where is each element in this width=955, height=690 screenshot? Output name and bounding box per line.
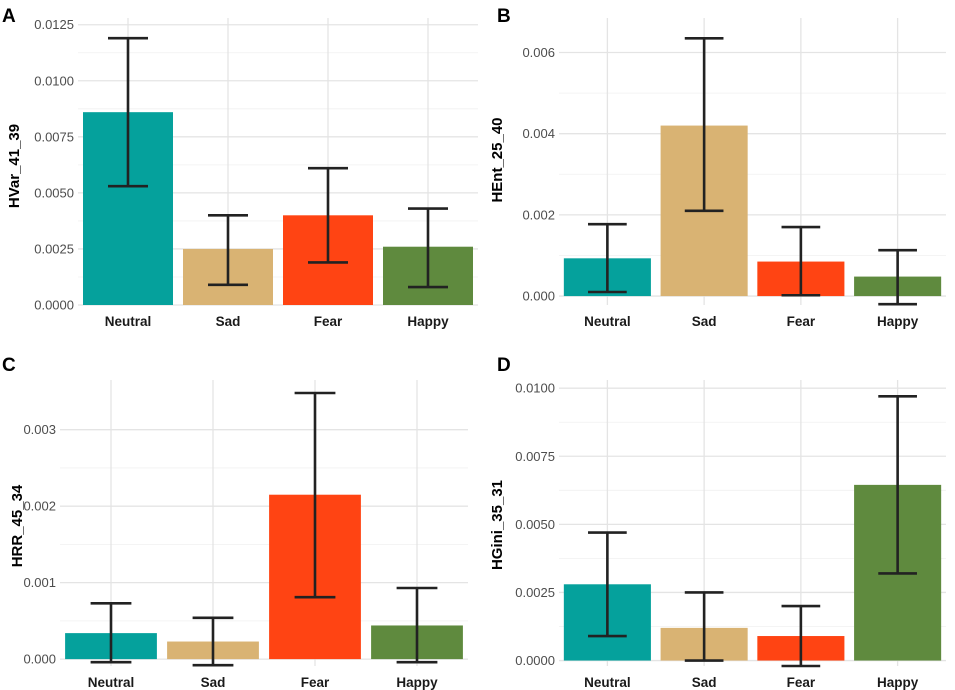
y-axis-label-d: HGini_35_31 (489, 480, 506, 570)
panel-d-y-tick-label: 0.0100 (515, 381, 555, 396)
panel-a-x-tick-label-fear: Fear (314, 314, 343, 329)
panel-b-error-bar-sad (684, 36, 724, 213)
panel-a-error-bar-sad (208, 214, 248, 287)
panel-d-error-bar-fear (781, 604, 821, 668)
panel-a-error-bar-happy (408, 207, 448, 289)
panel-d-y-tick-label: 0.0000 (515, 653, 555, 668)
panel-d-y-tick-label: 0.0025 (515, 585, 555, 600)
panel-d-x-tick-label-happy: Happy (877, 675, 919, 690)
panel-b-y-tick-label: 0.006 (522, 45, 555, 60)
panel-d-x-tick-label-sad: Sad (692, 675, 717, 690)
y-axis-label-c: HRR_45_34 (9, 484, 26, 567)
panel-a-error-bar-fear (308, 166, 348, 264)
panel-letter-a: A (2, 6, 16, 27)
panel-b-error-bar-happy (878, 248, 917, 306)
panel-b-y-tick-label: 0.004 (522, 126, 555, 141)
panel-a-y-tick-label: 0.0000 (34, 298, 74, 313)
panel-a-y-tick-label: 0.0050 (34, 185, 74, 200)
panel-a-y-tick-label: 0.0025 (34, 241, 74, 256)
panel-c-x-tick-label-neutral: Neutral (88, 675, 135, 690)
panel-d-error-bar-sad (684, 591, 724, 662)
panel-c-x-tick-label-happy: Happy (396, 675, 438, 690)
panel-c-error-bar-fear (294, 391, 336, 599)
panel-c: C HRR_45_34 0.000 0.001 0.002 0.003 Neutral S… (2, 355, 468, 690)
panel-a-x-tick-label-neutral: Neutral (105, 314, 152, 329)
panel-b-error-bar-fear (781, 225, 821, 297)
panel-letter-d: D (497, 355, 511, 376)
panel-d-y-tick-label: 0.0050 (515, 517, 555, 532)
panel-b-y-tick-label: 0.000 (522, 289, 555, 304)
panel-c-error-bar-sad (192, 616, 234, 667)
panel-b-x-tick-label-happy: Happy (877, 314, 919, 329)
panel-d-error-bar-neutral (588, 531, 627, 638)
panel-c-error-bar-happy (396, 586, 438, 664)
panel-a-error-bar-neutral (108, 36, 148, 188)
panel-d-error-bar-happy (878, 395, 917, 575)
panel-b-y-tick-label: 0.002 (522, 207, 555, 222)
panel-a-x-tick-label-sad: Sad (216, 314, 241, 329)
panel-letter-c: C (2, 355, 16, 376)
panel-b-error-bar-neutral (588, 222, 627, 294)
panel-b-x-tick-label-fear: Fear (787, 314, 816, 329)
panel-a-y-tick-label: 0.0075 (34, 129, 74, 144)
panel-d-x-tick-label-fear: Fear (787, 675, 816, 690)
panel-b: B HEnt_25_40 0.000 0.002 0.004 0.006 Neutral… (489, 6, 946, 329)
panel-b-x-tick-label-sad: Sad (692, 314, 717, 329)
panel-d-x-tick-label-neutral: Neutral (584, 675, 631, 690)
panel-a-y-tick-label: 0.0125 (34, 17, 74, 32)
panel-c-error-bar-neutral (90, 601, 132, 664)
y-axis-label-a: HVar_41_39 (6, 124, 23, 208)
panel-a: A HVar_41_39 0.0000 0.0025 0.0050 0.0075 0.0… (2, 6, 478, 329)
panel-a-x-tick-label-happy: Happy (407, 314, 449, 329)
panel-a-y-tick-label: 0.0100 (34, 73, 74, 88)
panel-d-y-tick-label: 0.0075 (515, 449, 555, 464)
y-axis-label-b: HEnt_25_40 (489, 117, 506, 202)
panel-c-y-tick-label: 0.001 (23, 575, 56, 590)
panel-c-x-tick-label-sad: Sad (201, 675, 226, 690)
panel-b-x-tick-label-neutral: Neutral (584, 314, 631, 329)
panel-c-y-tick-label: 0.002 (23, 499, 56, 514)
panel-c-y-tick-label: 0.003 (23, 422, 56, 437)
panel-c-y-tick-label: 0.000 (23, 652, 56, 667)
panel-c-x-tick-label-fear: Fear (301, 675, 330, 690)
panel-d: D HGini_35_31 0.0000 0.0025 0.0050 0.0075 0.… (489, 355, 946, 690)
panel-letter-b: B (497, 6, 511, 27)
